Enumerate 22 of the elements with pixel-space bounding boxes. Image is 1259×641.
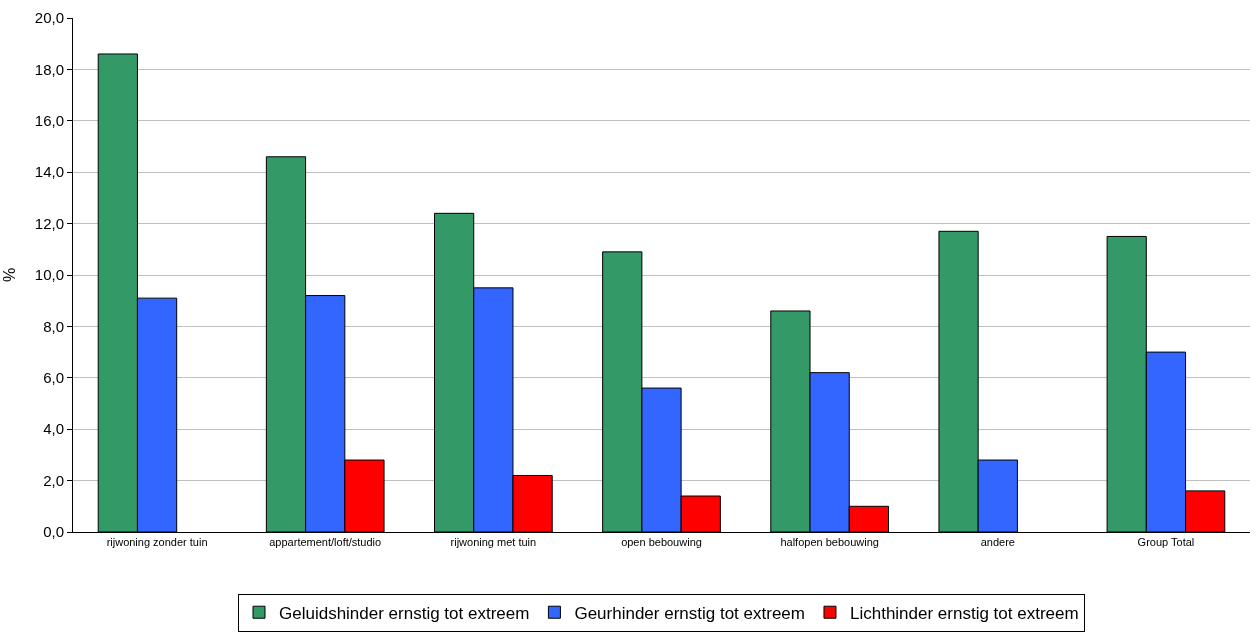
y-tick-label: 0,0 [43, 523, 64, 541]
legend-label: Geluidshinder ernstig tot extreem [279, 603, 530, 623]
x-tick-label: halfopen bebouwing [780, 536, 879, 549]
x-tick-label: rijwoning zonder tuin [106, 536, 208, 549]
y-tick-label: 20,0 [34, 9, 64, 27]
y-tick-label: 10,0 [34, 266, 64, 284]
y-axis-title: % [0, 267, 18, 283]
legend-label: Lichthinder ernstig tot extreem [849, 603, 1079, 623]
x-tick-label: Group Total [1137, 536, 1195, 549]
legend-label: Geurhinder ernstig tot extreem [574, 603, 805, 623]
y-tick-label: 18,0 [34, 60, 64, 78]
x-tick-label: andere [980, 536, 1015, 549]
y-tick-label: 14,0 [34, 163, 64, 181]
x-tick-label: appartement/loft/studio [269, 536, 382, 549]
y-tick-label: 16,0 [34, 112, 64, 130]
y-tick-label: 2,0 [43, 471, 64, 489]
y-tick-label: 8,0 [43, 317, 64, 335]
x-tick-label: open bebouwing [621, 536, 702, 549]
y-tick-label: 4,0 [43, 420, 64, 438]
y-tick-label: 12,0 [34, 214, 64, 232]
x-tick-label: rijwoning met tuin [450, 536, 537, 549]
y-tick-label: 6,0 [43, 369, 64, 387]
